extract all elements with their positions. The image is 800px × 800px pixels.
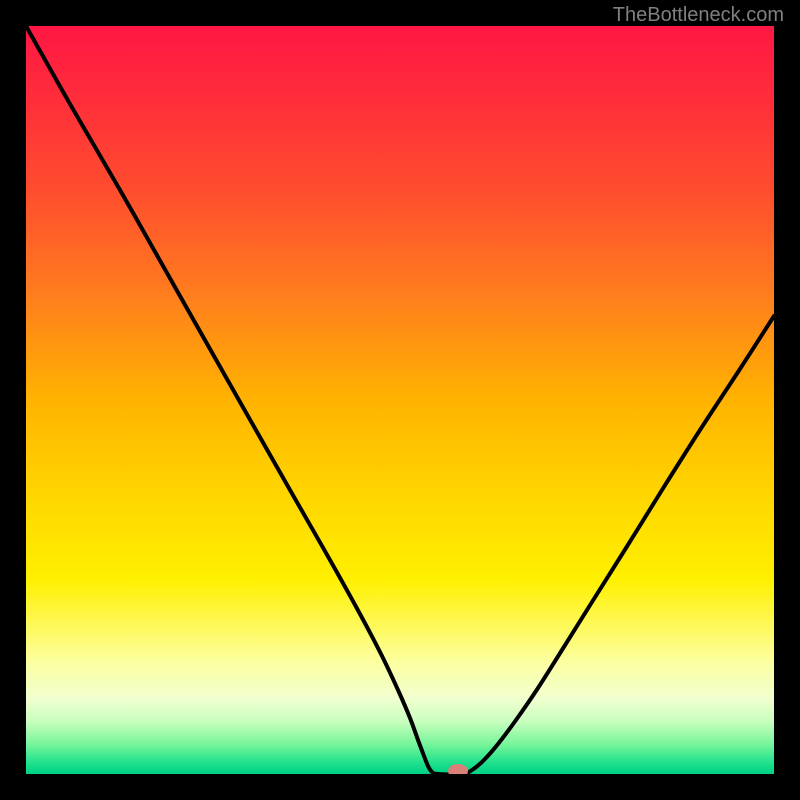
bottleneck-curve-chart [0, 0, 800, 800]
watermark-text: TheBottleneck.com [613, 4, 784, 27]
plot-gradient-background [26, 26, 774, 774]
